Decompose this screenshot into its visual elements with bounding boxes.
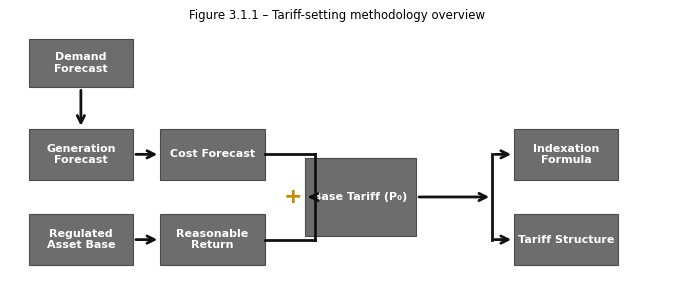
- Text: Indexation
Formula: Indexation Formula: [533, 143, 599, 165]
- Text: Regulated
Asset Base: Regulated Asset Base: [47, 229, 115, 250]
- Text: +: +: [284, 187, 303, 207]
- Text: Reasonable
Return: Reasonable Return: [176, 229, 249, 250]
- FancyBboxPatch shape: [514, 129, 619, 180]
- FancyBboxPatch shape: [305, 158, 417, 236]
- FancyBboxPatch shape: [28, 129, 133, 180]
- Text: Tariff Structure: Tariff Structure: [518, 235, 614, 245]
- Text: Cost Forecast: Cost Forecast: [170, 149, 255, 159]
- FancyBboxPatch shape: [28, 39, 133, 88]
- FancyBboxPatch shape: [514, 214, 619, 265]
- FancyBboxPatch shape: [28, 214, 133, 265]
- Text: Figure 3.1.1 – Tariff-setting methodology overview: Figure 3.1.1 – Tariff-setting methodolog…: [189, 9, 485, 22]
- FancyBboxPatch shape: [160, 214, 264, 265]
- Text: Generation
Forecast: Generation Forecast: [46, 143, 116, 165]
- Text: Demand
Forecast: Demand Forecast: [54, 52, 108, 74]
- Text: Base Tariff (P₀): Base Tariff (P₀): [313, 192, 408, 202]
- FancyBboxPatch shape: [160, 129, 264, 180]
